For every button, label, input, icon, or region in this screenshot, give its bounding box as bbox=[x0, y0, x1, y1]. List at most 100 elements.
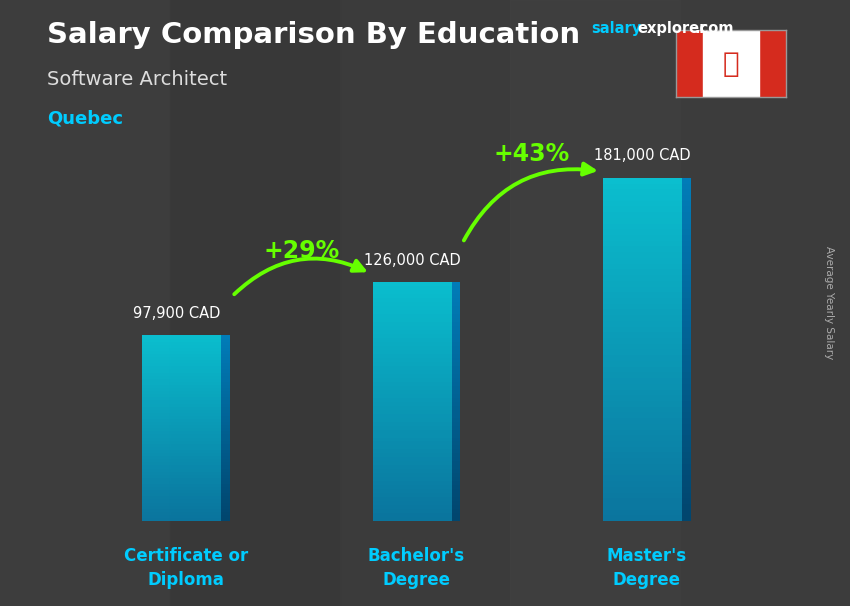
Bar bbox=[451, 390, 460, 394]
Bar bbox=[143, 364, 230, 367]
Bar bbox=[143, 441, 230, 444]
Bar bbox=[603, 189, 690, 195]
Bar bbox=[143, 518, 230, 521]
Bar bbox=[451, 513, 460, 517]
Bar bbox=[143, 398, 230, 401]
Bar bbox=[221, 354, 230, 357]
Bar bbox=[682, 441, 690, 447]
Bar bbox=[143, 376, 230, 379]
Bar bbox=[221, 438, 230, 441]
Bar bbox=[682, 212, 690, 218]
Bar bbox=[451, 298, 460, 302]
Bar bbox=[143, 373, 230, 376]
Bar bbox=[143, 425, 230, 428]
Bar bbox=[682, 344, 690, 350]
Text: +29%: +29% bbox=[264, 239, 339, 263]
Bar bbox=[682, 327, 690, 332]
Bar bbox=[603, 447, 690, 453]
Bar bbox=[682, 498, 690, 504]
Bar bbox=[682, 510, 690, 516]
Bar bbox=[682, 378, 690, 384]
Bar bbox=[221, 425, 230, 428]
Bar bbox=[451, 453, 460, 458]
Bar bbox=[451, 473, 460, 478]
Bar bbox=[373, 390, 460, 394]
Bar bbox=[682, 252, 690, 258]
Bar bbox=[451, 310, 460, 314]
Bar bbox=[373, 362, 460, 366]
Bar bbox=[143, 438, 230, 441]
Bar bbox=[221, 364, 230, 367]
Bar bbox=[680, 0, 850, 606]
Bar bbox=[603, 292, 690, 298]
Bar bbox=[143, 388, 230, 391]
Bar bbox=[143, 496, 230, 499]
Bar bbox=[451, 334, 460, 338]
Bar bbox=[451, 505, 460, 509]
Bar bbox=[221, 367, 230, 370]
Bar bbox=[603, 361, 690, 367]
Bar bbox=[682, 418, 690, 424]
Bar bbox=[682, 395, 690, 401]
Bar bbox=[682, 184, 690, 189]
Bar bbox=[682, 430, 690, 435]
Bar bbox=[603, 384, 690, 390]
Bar bbox=[221, 431, 230, 435]
Bar bbox=[143, 456, 230, 459]
Bar bbox=[221, 444, 230, 447]
Bar bbox=[603, 229, 690, 235]
Bar bbox=[682, 475, 690, 481]
Bar bbox=[143, 465, 230, 468]
Bar bbox=[603, 418, 690, 424]
Bar bbox=[221, 407, 230, 410]
Bar bbox=[451, 501, 460, 505]
Bar bbox=[682, 310, 690, 315]
Bar bbox=[451, 430, 460, 433]
Bar bbox=[676, 30, 703, 97]
Bar bbox=[373, 438, 460, 442]
Bar bbox=[451, 314, 460, 318]
Bar bbox=[603, 390, 690, 395]
Bar bbox=[373, 370, 460, 374]
Bar bbox=[603, 498, 690, 504]
Bar bbox=[373, 478, 460, 481]
Bar bbox=[221, 419, 230, 422]
Text: 🍁: 🍁 bbox=[722, 50, 740, 78]
Bar bbox=[451, 346, 460, 350]
Bar bbox=[373, 450, 460, 453]
Bar bbox=[143, 462, 230, 465]
Bar bbox=[603, 269, 690, 275]
Bar bbox=[340, 0, 510, 606]
Bar bbox=[221, 456, 230, 459]
Bar bbox=[451, 422, 460, 425]
Bar bbox=[373, 350, 460, 354]
Bar bbox=[221, 416, 230, 419]
Bar bbox=[221, 515, 230, 518]
Bar bbox=[373, 354, 460, 358]
Bar bbox=[221, 357, 230, 360]
Bar bbox=[603, 493, 690, 498]
Bar bbox=[373, 366, 460, 370]
Bar bbox=[510, 0, 680, 606]
Bar bbox=[603, 487, 690, 493]
Bar bbox=[451, 394, 460, 398]
Bar bbox=[221, 509, 230, 512]
Bar bbox=[221, 410, 230, 413]
Bar bbox=[373, 334, 460, 338]
Bar bbox=[143, 413, 230, 416]
Bar bbox=[603, 207, 690, 212]
Bar bbox=[143, 422, 230, 425]
Bar bbox=[373, 402, 460, 405]
Bar bbox=[603, 201, 690, 207]
Bar bbox=[451, 286, 460, 290]
Bar bbox=[451, 458, 460, 461]
Bar bbox=[373, 302, 460, 306]
Bar bbox=[603, 350, 690, 355]
Bar bbox=[682, 332, 690, 338]
Bar bbox=[373, 306, 460, 310]
Bar bbox=[451, 485, 460, 489]
Bar bbox=[221, 376, 230, 379]
Bar bbox=[221, 478, 230, 481]
Text: .com: .com bbox=[694, 21, 734, 36]
Bar bbox=[682, 361, 690, 367]
